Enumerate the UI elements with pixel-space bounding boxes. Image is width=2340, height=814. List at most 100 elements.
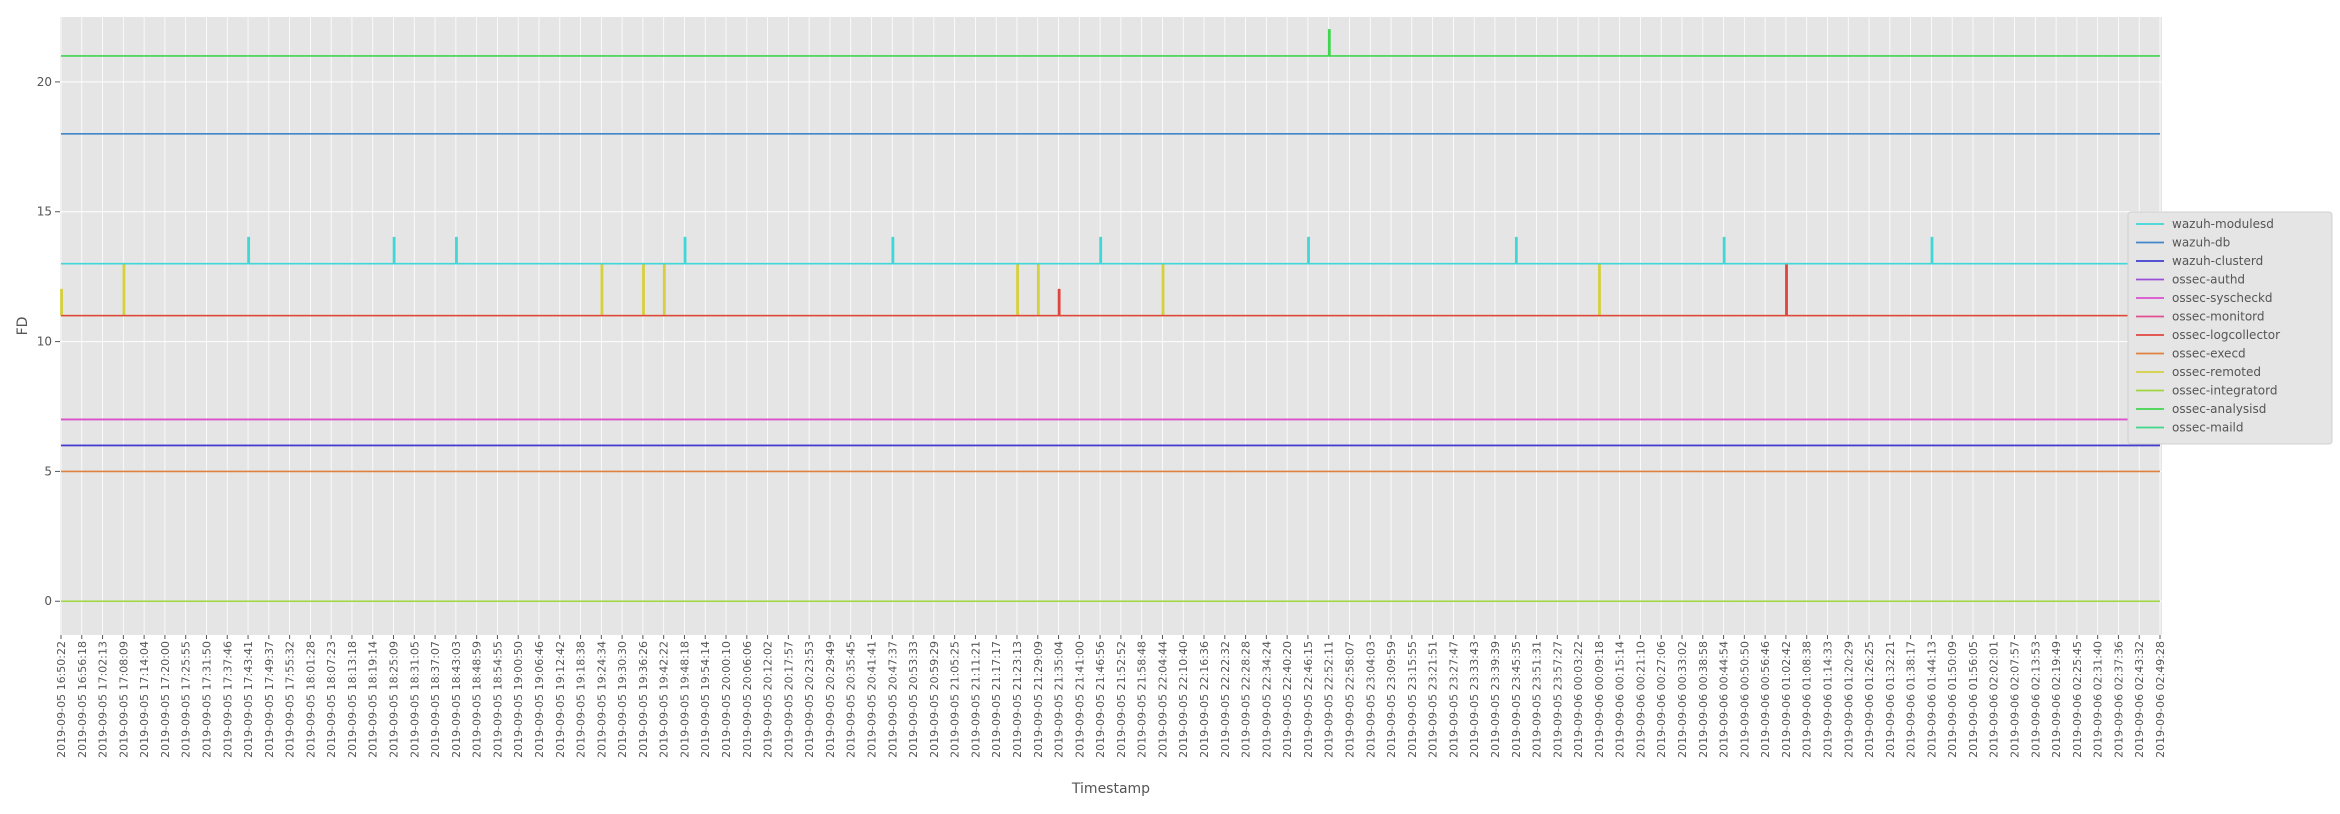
x-tick-label: 2019-09-05 18:48:59 [471,641,484,758]
x-tick-label: 2019-09-06 01:20:29 [1842,641,1855,758]
x-tick-label: 2019-09-05 20:00:10 [720,641,733,758]
y-tick-label: 20 [37,75,52,89]
legend-label-ossec-remoted: ossec-remoted [2172,365,2261,379]
x-tick-label: 2019-09-06 02:49:28 [2154,641,2167,758]
x-tick-label: 2019-09-05 21:52:52 [1115,641,1128,758]
x-tick-label: 2019-09-06 00:38:58 [1697,641,1710,758]
legend: wazuh-modulesd wazuh-db wazuh-clusterd osse… [2127,211,2333,445]
x-tick-label: 2019-09-06 02:37:36 [2112,641,2125,758]
x-tick-label: 2019-09-05 17:31:50 [200,641,213,758]
x-tick-label: 2019-09-05 19:54:14 [699,641,712,758]
plot-area [60,17,2162,635]
x-tick-label: 2019-09-05 22:04:44 [1156,641,1169,758]
x-tick-label: 2019-09-05 19:18:38 [575,641,588,758]
legend-label-ossec-execd: ossec-execd [2172,347,2246,361]
series-line-wazuh-modulesd [61,236,2160,265]
x-tick-label: 2019-09-05 18:37:07 [429,641,442,758]
x-tick-label: 2019-09-05 22:52:11 [1323,641,1336,758]
x-tick-label: 2019-09-05 19:42:22 [658,641,671,758]
x-tick-label: 2019-09-05 19:12:42 [554,641,567,758]
x-tick-label: 2019-09-05 18:25:09 [388,641,401,758]
legend-label-ossec-syscheckd: ossec-syscheckd [2172,291,2273,305]
x-tick-label: 2019-09-06 00:09:18 [1593,641,1606,758]
x-tick-label: 2019-09-05 17:55:32 [284,641,297,758]
x-tick-label: 2019-09-05 21:58:48 [1136,641,1149,758]
x-tick-label: 2019-09-05 17:49:37 [263,641,276,758]
x-tick-label: 2019-09-06 01:38:17 [1905,641,1918,758]
x-tick-label: 2019-09-05 22:40:20 [1281,641,1294,758]
x-tick-label: 2019-09-06 01:32:21 [1884,641,1897,758]
x-tick-label: 2019-09-05 23:15:55 [1406,641,1419,758]
x-tick-label: 2019-09-06 01:26:25 [1863,641,1876,758]
x-tick-label: 2019-09-06 01:14:33 [1821,641,1834,758]
y-tick-label: 5 [44,464,52,478]
legend-label-wazuh-modulesd: wazuh-modulesd [2172,217,2274,231]
legend-label-ossec-integratord: ossec-integratord [2172,384,2277,398]
x-tick-label: 2019-09-06 00:56:46 [1759,641,1772,758]
x-tick-label: 2019-09-05 22:34:24 [1260,641,1273,758]
x-tick-label: 2019-09-05 18:31:05 [408,641,421,758]
legend-label-ossec-authd: ossec-authd [2172,273,2245,287]
x-tick-label: 2019-09-05 19:48:18 [678,641,691,758]
x-axis-label: Timestamp [1071,781,1150,797]
x-tick-label: 2019-09-05 23:45:35 [1510,641,1523,758]
legend-box [2127,211,2333,445]
x-tick-label: 2019-09-05 23:04:03 [1364,641,1377,758]
x-tick-label: 2019-09-05 23:57:27 [1551,641,1564,758]
x-tick-label: 2019-09-05 17:20:00 [159,641,172,758]
x-tick-label: 2019-09-06 00:50:50 [1738,641,1751,758]
x-tick-label: 2019-09-05 18:13:18 [346,641,359,758]
y-tick-label: 0 [44,594,52,608]
x-tick-label: 2019-09-05 20:35:45 [845,641,858,758]
x-tick-label: 2019-09-05 20:23:53 [803,641,816,758]
x-tick-label: 2019-09-05 23:33:43 [1468,641,1481,758]
x-tick-label: 2019-09-05 17:43:41 [242,641,255,758]
x-tick-label: 2019-09-05 19:06:46 [533,641,546,758]
x-tick-label: 2019-09-05 21:23:13 [1011,641,1024,758]
x-tick-label: 2019-09-05 22:16:36 [1198,641,1211,758]
x-tick-label: 2019-09-05 22:22:32 [1219,641,1232,758]
x-tick-label: 2019-09-06 02:19:49 [2050,641,2063,758]
x-tick-label: 2019-09-06 02:43:32 [2133,641,2146,758]
legend-label-ossec-monitord: ossec-monitord [2172,310,2265,324]
x-axis: 2019-09-05 16:50:22 2019-09-05 16:56:18 20… [55,635,2167,758]
x-tick-label: 2019-09-05 21:05:25 [949,641,962,758]
x-tick-label: 2019-09-05 21:41:00 [1073,641,1086,758]
x-tick-label: 2019-09-05 17:14:04 [138,641,151,758]
x-tick-label: 2019-09-06 00:03:22 [1572,641,1585,758]
x-tick-label: 2019-09-05 21:35:04 [1053,641,1066,758]
x-tick-label: 2019-09-05 18:43:03 [450,641,463,758]
x-tick-label: 2019-09-05 18:19:14 [367,641,380,758]
legend-label-ossec-analysisd: ossec-analysisd [2172,402,2266,416]
x-tick-label: 2019-09-05 20:06:06 [741,641,754,758]
legend-label-ossec-logcollector: ossec-logcollector [2172,328,2280,342]
x-tick-label: 2019-09-05 19:30:30 [616,641,629,758]
x-tick-label: 2019-09-05 22:58:07 [1343,641,1356,758]
x-tick-label: 2019-09-05 22:28:28 [1240,641,1253,758]
x-tick-label: 2019-09-05 18:54:55 [491,641,504,758]
x-tick-label: 2019-09-05 22:10:40 [1177,641,1190,758]
x-tick-label: 2019-09-05 18:01:28 [304,641,317,758]
x-tick-label: 2019-09-05 17:08:09 [117,641,130,758]
y-tick-label: 15 [37,205,52,219]
x-tick-label: 2019-09-05 22:46:15 [1302,641,1315,758]
x-tick-label: 2019-09-05 20:47:37 [886,641,899,758]
x-tick-label: 2019-09-06 00:27:06 [1655,641,1668,758]
x-tick-label: 2019-09-05 21:46:56 [1094,641,1107,758]
x-tick-label: 2019-09-06 00:44:54 [1718,641,1731,758]
legend-label-wazuh-clusterd: wazuh-clusterd [2172,254,2263,268]
x-tick-label: 2019-09-05 17:25:55 [180,641,193,758]
x-tick-label: 2019-09-05 20:53:33 [907,641,920,758]
x-tick-label: 2019-09-06 02:13:53 [2029,641,2042,758]
x-tick-label: 2019-09-05 17:37:46 [221,641,234,758]
x-tick-label: 2019-09-05 18:07:23 [325,641,338,758]
x-tick-label: 2019-09-06 01:44:13 [1925,641,1938,758]
x-tick-label: 2019-09-06 02:07:57 [2009,641,2022,758]
x-tick-label: 2019-09-05 23:09:59 [1385,641,1398,758]
x-tick-label: 2019-09-05 23:27:47 [1447,641,1460,758]
x-tick-label: 2019-09-06 01:56:05 [1967,641,1980,758]
x-tick-label: 2019-09-05 16:56:18 [76,641,89,758]
legend-label-wazuh-db: wazuh-db [2172,236,2230,250]
